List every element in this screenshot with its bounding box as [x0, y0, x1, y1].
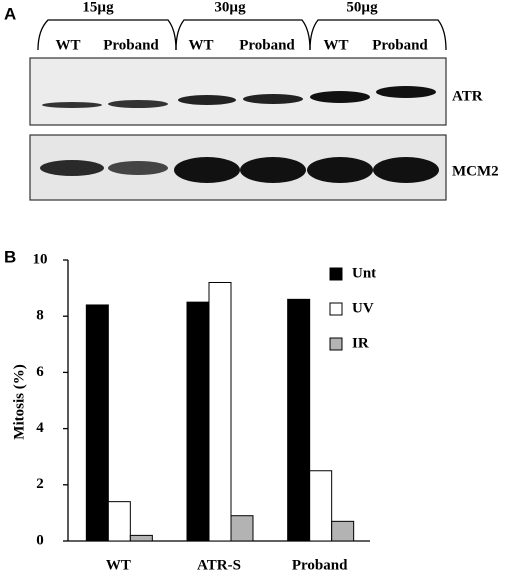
bar: [331, 520, 355, 542]
protein-label: MCM2: [452, 163, 499, 179]
y-tick-label: 8: [36, 308, 44, 324]
bar: [129, 534, 153, 542]
panel-label: A: [4, 4, 16, 23]
x-tick-label: WT: [106, 557, 131, 573]
lane-label: WT: [323, 37, 348, 53]
legend-swatch: [329, 302, 343, 316]
lane-label: WT: [55, 37, 80, 53]
protein-label: ATR: [452, 88, 483, 104]
bar: [287, 298, 311, 542]
dose-label: 15µg: [82, 0, 114, 15]
blot-atr: [29, 57, 447, 126]
y-tick-label: 4: [36, 420, 44, 436]
legend-label: Unt: [352, 265, 376, 281]
bar: [230, 515, 254, 542]
lane-label: WT: [188, 37, 213, 53]
dose-label: 50µg: [346, 0, 378, 15]
bar: [309, 470, 333, 542]
y-tick-label: 0: [36, 532, 44, 548]
bar: [186, 301, 210, 542]
lane-label: Proband: [372, 37, 428, 53]
x-tick-label: Proband: [292, 557, 348, 573]
legend-label: IR: [352, 335, 369, 351]
blot-mcm2: [29, 134, 447, 201]
lane-label: Proband: [103, 37, 159, 53]
lane-label: Proband: [239, 37, 295, 53]
bar: [107, 501, 131, 542]
bar: [85, 304, 109, 542]
legend-label: UV: [352, 300, 374, 316]
y-tick-label: 10: [33, 251, 48, 267]
panel-label: B: [4, 247, 16, 266]
brackets: [37, 19, 447, 51]
y-axis-label: Mitosis (%): [11, 364, 27, 439]
legend-swatch: [329, 337, 343, 351]
dose-label: 30µg: [214, 0, 246, 15]
x-tick-label: ATR-S: [197, 557, 241, 573]
y-tick-label: 2: [36, 476, 44, 492]
y-tick-label: 6: [36, 364, 44, 380]
bar: [208, 281, 232, 542]
plot: 0 2 4 6 8 10 WT ATR-S Proband Unt UV IR: [33, 251, 377, 573]
legend-swatch: [329, 267, 343, 281]
